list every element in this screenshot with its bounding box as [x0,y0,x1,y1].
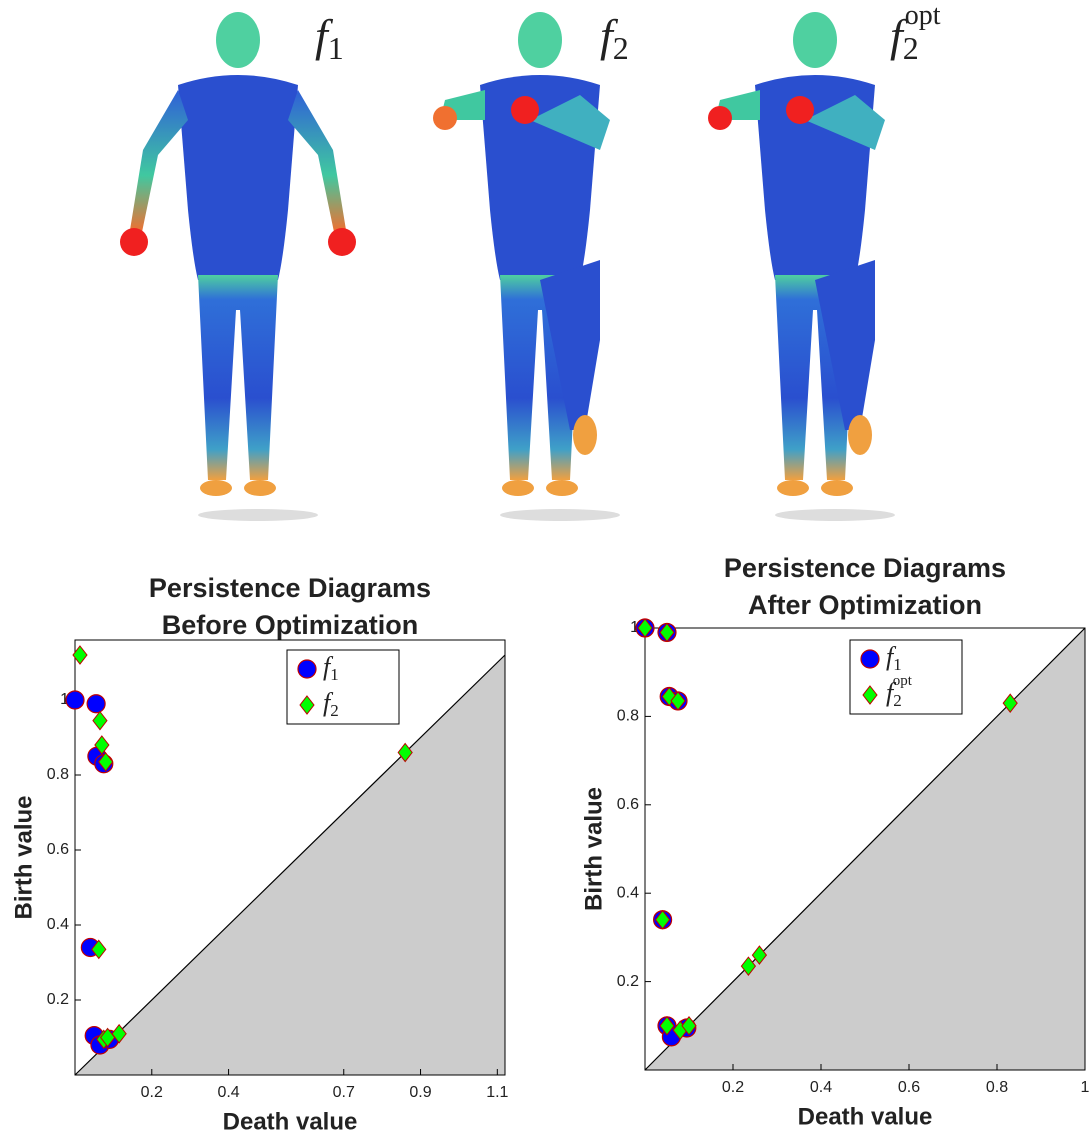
legend-name: f [323,688,334,717]
y-axis-label: Birth value [10,795,37,919]
legend-subscript: 1 [330,665,339,684]
x-tick-label: 0.4 [810,1079,832,1096]
panel-label: f2 [600,10,629,67]
x-tick-label: 1.1 [486,1084,508,1101]
legend-subscript: 2 [330,701,339,720]
legend-name: f [886,678,897,707]
y-tick-label: 0.4 [617,884,639,901]
legend-label: f1 [886,642,902,674]
x-tick-label: 0.2 [722,1079,744,1096]
diamond-point [659,622,675,643]
panel-label-sub: 2 [903,30,919,66]
diamond-point [862,685,878,705]
x-tick-label: 1 [1081,1079,1090,1096]
mesh-f2-opt [708,12,895,521]
y-tick-label: 1 [60,691,69,708]
y-tick-label: 1 [630,619,639,636]
diamond-point [659,1015,675,1036]
x-tick-label: 0.6 [898,1079,920,1096]
y-tick-label: 0.8 [47,766,69,783]
y-axis-label: Birth value [580,787,607,911]
chart-title: After Optimization [748,590,982,620]
mesh-f2 [433,12,620,521]
diamond-point [681,1015,697,1036]
chart: 0.2 0.4 0.6 0.8 1 0.2 0.4 0.6 0.8 1 Persistence Di… [580,553,1089,1130]
legend-subscript: 1 [893,655,902,674]
diamond-point [1002,693,1018,713]
panel-label-sub: 1 [328,30,344,66]
chart-title: Persistence Diagrams [724,553,1006,583]
diamond-point [740,956,757,976]
diamond-point [111,1023,127,1044]
panel-label-sub: 2 [613,30,629,66]
panel-label-sup: opt [905,0,941,31]
circle-point [860,649,880,669]
diamond-point [299,695,315,715]
plot-frame [644,627,1086,1071]
diamond-point [98,752,114,772]
chart-title: Persistence Diagrams [149,573,431,603]
panel-label: f2opt [890,0,941,66]
x-axis-label: Death value [798,1103,933,1130]
x-tick-label: 0.7 [333,1084,355,1101]
circle-point [65,690,85,710]
legend-subscript: 2 [893,691,902,710]
diamond-point [654,909,671,930]
mesh-f1 [120,12,356,521]
legend-label: f2 opt [886,673,913,709]
chart: 0.2 0.4 0.7 0.9 1.1 0.2 0.4 0.6 0.8 1 Persistence … [10,573,508,1135]
chart-title: Before Optimization [162,610,419,640]
y-tick-label: 0.6 [47,841,69,858]
x-tick-label: 0.2 [141,1084,163,1101]
x-tick-label: 0.9 [409,1084,431,1101]
diamond-point [92,710,108,731]
legend-superscript: opt [893,673,913,689]
legend-label: f2 [323,688,339,720]
legend-label: f1 [323,652,339,684]
y-tick-label: 0.4 [47,916,69,933]
y-tick-label: 0.2 [47,991,69,1008]
diamond-point [751,945,768,965]
circle-point [86,694,106,714]
diamond-point [670,691,686,711]
circle-point [297,659,317,679]
diamond-point [91,939,107,960]
legend-name: f [886,642,897,671]
diamond-point [94,735,110,755]
plot-frame [74,639,506,1076]
y-tick-label: 0.2 [617,973,639,990]
x-tick-label: 0.8 [986,1079,1008,1096]
legend-name: f [323,652,334,681]
y-tick-label: 0.6 [617,796,639,813]
x-axis-label: Death value [223,1108,358,1135]
diamond-point [72,645,88,665]
diamond-point [637,618,653,638]
diamond-point [397,742,413,763]
diagonal-line [74,654,506,1076]
y-tick-label: 0.8 [617,708,639,725]
panel-label: f1 [315,10,344,67]
x-tick-label: 0.4 [217,1084,239,1101]
